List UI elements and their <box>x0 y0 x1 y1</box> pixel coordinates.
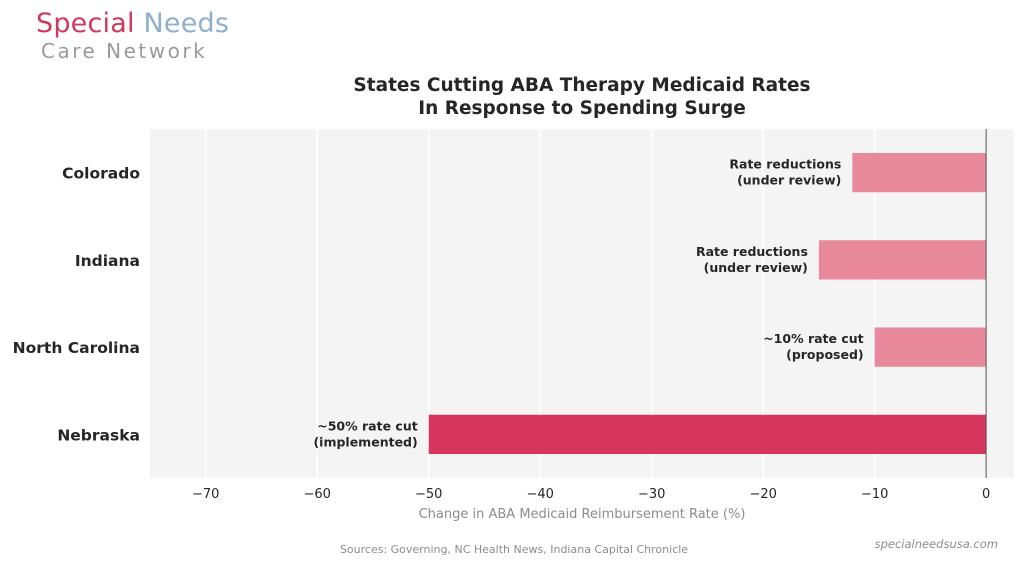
bar-annotation: ~50% rate cut <box>317 418 417 433</box>
bar-colorado <box>852 152 987 193</box>
bar-north-carolina <box>874 327 987 367</box>
x-tick-label: −10 <box>861 487 888 502</box>
chart-title-line2: In Response to Spending Surge <box>418 98 746 119</box>
x-tick-label: 0 <box>982 487 990 502</box>
bar-annotation: (under review) <box>704 260 808 275</box>
bar-nebraska <box>428 414 987 455</box>
category-label: Indiana <box>75 252 140 270</box>
brand-name-line2: Care Network <box>41 39 208 63</box>
chart-title-line1: States Cutting ABA Therapy Medicaid Rate… <box>353 75 811 96</box>
brand-name-line1: Special Needs <box>36 8 229 40</box>
bar-annotation: Rate reductions <box>696 244 808 259</box>
source-note: Sources: Governing, NC Health News, Indi… <box>339 543 689 556</box>
category-label: Nebraska <box>57 426 140 444</box>
bar-annotation: ~10% rate cut <box>763 331 863 346</box>
bar-annotation: (proposed) <box>786 347 864 362</box>
chart-title: States Cutting ABA Therapy Medicaid Rate… <box>150 74 1014 120</box>
website-url: specialneedsusa.com <box>874 537 998 551</box>
bar-annotation: (under review) <box>737 173 841 188</box>
x-tick-label: −40 <box>526 487 553 502</box>
bar-indiana <box>818 240 987 280</box>
x-axis-label: Change in ABA Medicaid Reimbursement Rat… <box>419 507 746 522</box>
x-tick-label: −30 <box>638 487 665 502</box>
brand-logo: Special Needs Care Network <box>36 8 229 62</box>
brand-name-needs: Needs <box>143 8 230 39</box>
x-tick-label: −60 <box>304 487 331 502</box>
category-label: Colorado <box>62 165 140 183</box>
brand-name-special: Special <box>36 8 135 39</box>
category-label: North Carolina <box>13 339 140 357</box>
x-tick-label: −20 <box>749 487 776 502</box>
bar-annotation: Rate reductions <box>729 157 841 172</box>
x-tick-label: −70 <box>192 487 219 502</box>
bar-annotation: (implemented) <box>313 434 417 449</box>
x-tick-label: −50 <box>415 487 442 502</box>
